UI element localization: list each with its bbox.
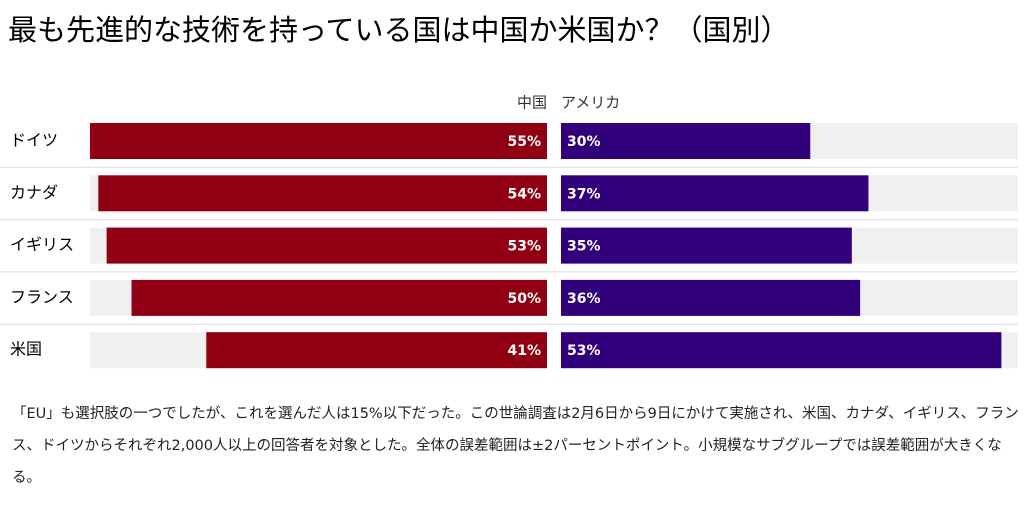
category-label: 米国 — [10, 340, 42, 359]
bar — [561, 332, 1002, 369]
bar — [206, 332, 547, 369]
legend-label: アメリカ — [561, 94, 620, 112]
value-label: 36% — [567, 291, 601, 307]
category-label: カナダ — [10, 183, 58, 202]
bar — [561, 175, 869, 212]
value-label: 37% — [567, 186, 601, 202]
category-label: イギリス — [10, 235, 74, 254]
value-label: 50% — [507, 291, 541, 307]
note: 「EU」も選択肢の一つでしたが、これを選んだ人は15%以下だった。この世論調査は… — [12, 406, 1019, 486]
value-label: 35% — [567, 239, 601, 255]
bar — [561, 227, 852, 264]
bar — [131, 279, 547, 316]
value-label: 55% — [507, 134, 541, 150]
value-label: 41% — [507, 343, 541, 359]
value-label: 53% — [507, 239, 541, 255]
chart-title: 最も先進的な技術を持っている国は中国か米国か？（国別） — [8, 13, 790, 47]
value-label: 53% — [567, 343, 601, 359]
bar — [106, 227, 548, 264]
bar — [90, 123, 547, 159]
bar — [561, 123, 811, 159]
value-label: 54% — [507, 186, 541, 202]
value-label: 30% — [567, 134, 601, 150]
bar — [98, 175, 548, 212]
category-label: フランス — [10, 287, 74, 306]
bar — [561, 279, 861, 316]
legend-label: 中国 — [517, 94, 547, 112]
category-label: ドイツ — [10, 131, 58, 150]
